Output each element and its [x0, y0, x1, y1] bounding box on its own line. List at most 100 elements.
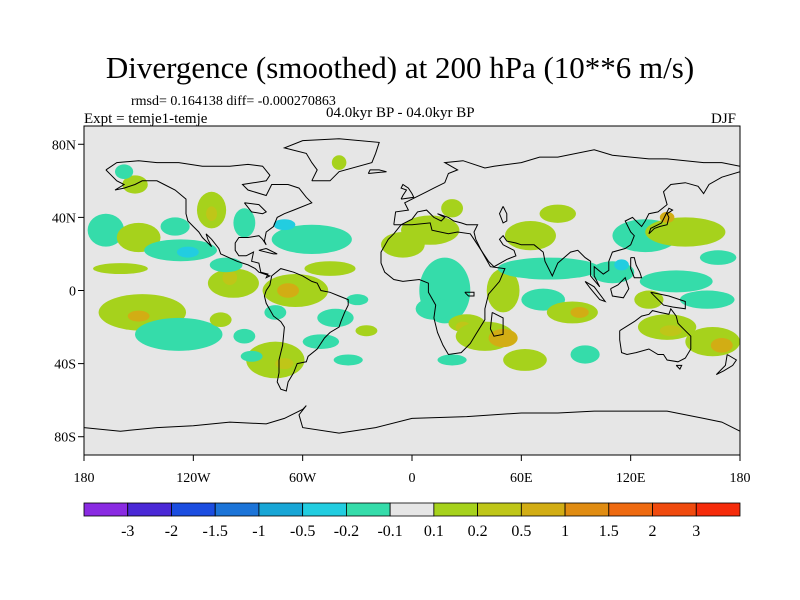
lon-tick-label: 60W: [289, 471, 317, 486]
season-label: DJF: [711, 111, 737, 127]
anomaly-region: [645, 217, 726, 247]
anomaly-region: [486, 268, 520, 313]
colorbar-label: 1: [561, 523, 569, 540]
lat-tick-label: 40N: [52, 211, 76, 226]
lat-tick-label: 0: [69, 285, 76, 300]
anomaly-region: [114, 164, 134, 180]
anomaly-region: [679, 290, 735, 309]
anomaly-region: [539, 204, 576, 223]
colorbar: -3 -2 -1.5 -1 -0.5 -0.2 -0.1 0.1 0.2 0.5 1 1.5 2 3: [83, 502, 741, 540]
anomaly-region: [346, 294, 369, 306]
coastline: [105, 160, 313, 279]
anomaly-region: [401, 215, 460, 245]
anomaly-region: [504, 221, 556, 251]
anomaly-region: [570, 345, 600, 364]
colorbar-swatch: [608, 502, 653, 517]
anomaly-region: [710, 338, 733, 353]
colorbar-label: -0.5: [290, 523, 315, 540]
chart-title: Divergence (smoothed) at 200 hPa (10**6 …: [105, 50, 695, 85]
anomaly-region: [135, 317, 223, 351]
colorbar-label: 0.1: [424, 523, 444, 540]
coastline: [650, 291, 686, 310]
anomaly-region: [127, 310, 150, 322]
coastline: [610, 276, 630, 299]
colorbar-swatch: [695, 502, 741, 517]
lon-tick-label: 120E: [616, 471, 646, 486]
anomaly-region: [699, 250, 737, 265]
lon-tick-label: 120W: [176, 471, 211, 486]
anomaly-region: [87, 213, 125, 247]
colorbar-label: -2: [165, 523, 178, 540]
coastline: [84, 405, 740, 434]
colorbar-swatch: [302, 502, 347, 517]
coastline: [263, 268, 349, 392]
colorbar-label: -3: [121, 523, 134, 540]
coastlines: [84, 138, 740, 434]
colorbar-swatch: [389, 502, 435, 517]
experiment-label: Expt = temje1-temje: [84, 111, 208, 127]
coastline: [715, 354, 738, 376]
anomaly-region: [503, 348, 547, 371]
anomaly-region: [160, 217, 190, 236]
coastline: [584, 280, 607, 303]
anomaly-region: [233, 208, 256, 238]
coastline: [619, 307, 692, 363]
colorbar-label: -0.1: [377, 523, 402, 540]
period-label: 04.0kyr BP - 04.0kyr BP: [326, 105, 475, 121]
colorbar-swatch: [520, 502, 566, 517]
lat-tick-label: 40S: [54, 358, 76, 373]
colorbar-label: 1.5: [599, 523, 619, 540]
anomaly-region: [415, 297, 453, 320]
anomaly-region: [302, 334, 340, 349]
coastline: [648, 207, 674, 235]
coastline: [489, 311, 504, 337]
lon-tick-label: 180: [730, 471, 751, 486]
colorbar-label: -1: [252, 523, 265, 540]
anomaly-region: [355, 325, 378, 337]
colorbar-swatch: [345, 502, 391, 517]
anomaly-region: [275, 358, 294, 370]
anomaly-region: [614, 259, 629, 271]
axis-ticks: 80N 40N 0 40S 80S 180 120W 60W 0 60E 120E 180: [52, 138, 751, 486]
coastline: [393, 149, 740, 288]
coastline: [367, 169, 387, 174]
colorbar-swatch: [564, 502, 610, 517]
anomaly-region: [93, 263, 148, 275]
colorbar-label: 0.5: [511, 523, 531, 540]
colorbar-label: -1.5: [203, 523, 228, 540]
colorbar-swatch: [83, 502, 129, 517]
anomaly-region: [271, 224, 352, 254]
anomaly-region: [488, 328, 518, 348]
colorbar-label: 0.2: [468, 523, 488, 540]
anomaly-region: [240, 350, 263, 362]
colorbar-swatch: [214, 502, 260, 517]
lat-tick-label: 80N: [52, 138, 76, 153]
coastline: [282, 138, 380, 182]
colorbar-swatch: [433, 502, 479, 517]
lon-tick-label: 0: [409, 471, 416, 486]
anomaly-region: [209, 257, 243, 273]
coastline: [258, 248, 278, 255]
lake-outline: [498, 206, 508, 224]
coastline: [400, 183, 415, 200]
lon-tick-label: 60E: [510, 471, 533, 486]
map-background: [84, 126, 740, 455]
anomaly-region: [246, 341, 305, 379]
colorbar-label: 3: [692, 523, 700, 540]
anomaly-region: [437, 354, 467, 366]
anomaly-region: [277, 283, 300, 298]
colorbar-swatch: [171, 502, 216, 517]
anomaly-region: [273, 219, 296, 231]
anomaly-region: [441, 199, 464, 218]
anomaly-region: [331, 155, 347, 170]
stats-subtitle: rmsd= 0.164138 diff= -0.000270863: [131, 94, 336, 109]
lake-outline: [244, 202, 268, 215]
anomaly-region: [222, 270, 238, 286]
anomaly-region: [209, 312, 232, 328]
lat-tick-label: 80S: [54, 431, 76, 446]
anomaly-region: [659, 325, 682, 337]
anomaly-region: [570, 306, 589, 318]
anomaly-region: [639, 270, 713, 293]
lake-outline: [464, 291, 475, 297]
